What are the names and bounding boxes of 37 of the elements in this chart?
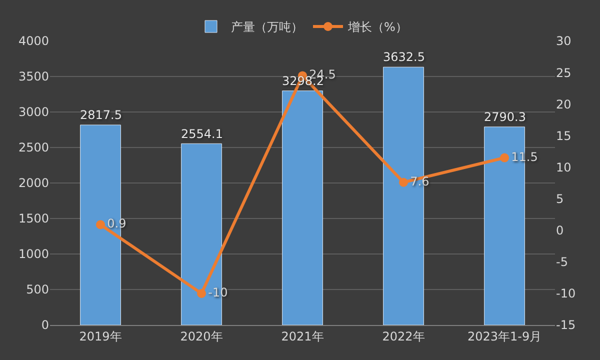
- y-tick-label: 3500: [18, 70, 49, 84]
- x-tick-label: 2021年: [281, 329, 324, 344]
- data-label: 11.5: [511, 150, 538, 164]
- bar: [282, 90, 323, 325]
- y2-tick-label: 0: [556, 224, 564, 238]
- y-tick-label: 3000: [18, 105, 49, 120]
- y-tick-label: 4000: [18, 34, 49, 48]
- data-label: 2817.5: [80, 108, 122, 122]
- y2-tick-label: 20: [556, 97, 572, 112]
- y2-tick-label: 30: [556, 34, 572, 48]
- y2-tick-label: 25: [556, 66, 572, 80]
- data-label: 7.6: [410, 174, 430, 188]
- y-tick-label: 1000: [18, 247, 49, 262]
- data-label: 2790.3: [484, 110, 526, 124]
- point: [500, 153, 509, 162]
- y2-tick-label: -5: [556, 255, 568, 270]
- y2-tick-label: 5: [556, 192, 564, 206]
- y-tick-label: 2000: [18, 176, 49, 190]
- y-tick-label: 0: [41, 318, 49, 332]
- x-tick-label: 2022年: [382, 329, 425, 344]
- point: [96, 220, 105, 230]
- y2-tick-label: 15: [556, 128, 572, 143]
- y-tick-label: 2500: [18, 140, 49, 155]
- x-tick-label: 2019年: [79, 329, 122, 344]
- y2-tick-label: -15: [556, 318, 576, 332]
- point: [197, 288, 206, 298]
- data-label: 3632.5: [383, 50, 425, 64]
- y-tick-label: 1500: [18, 212, 49, 226]
- y2-tick-label: 10: [556, 160, 572, 174]
- y-tick-label: 500: [26, 282, 49, 297]
- data-label: 2554.1: [181, 127, 223, 141]
- legend-label: 增长（%）: [347, 20, 408, 34]
- y2-tick-label: -10: [556, 286, 576, 301]
- legend-label: 产量（万吨）: [231, 20, 303, 34]
- point: [399, 178, 408, 187]
- x-tick-label: 2023年1-9月: [467, 329, 542, 344]
- x-tick-label: 2020年: [180, 329, 223, 344]
